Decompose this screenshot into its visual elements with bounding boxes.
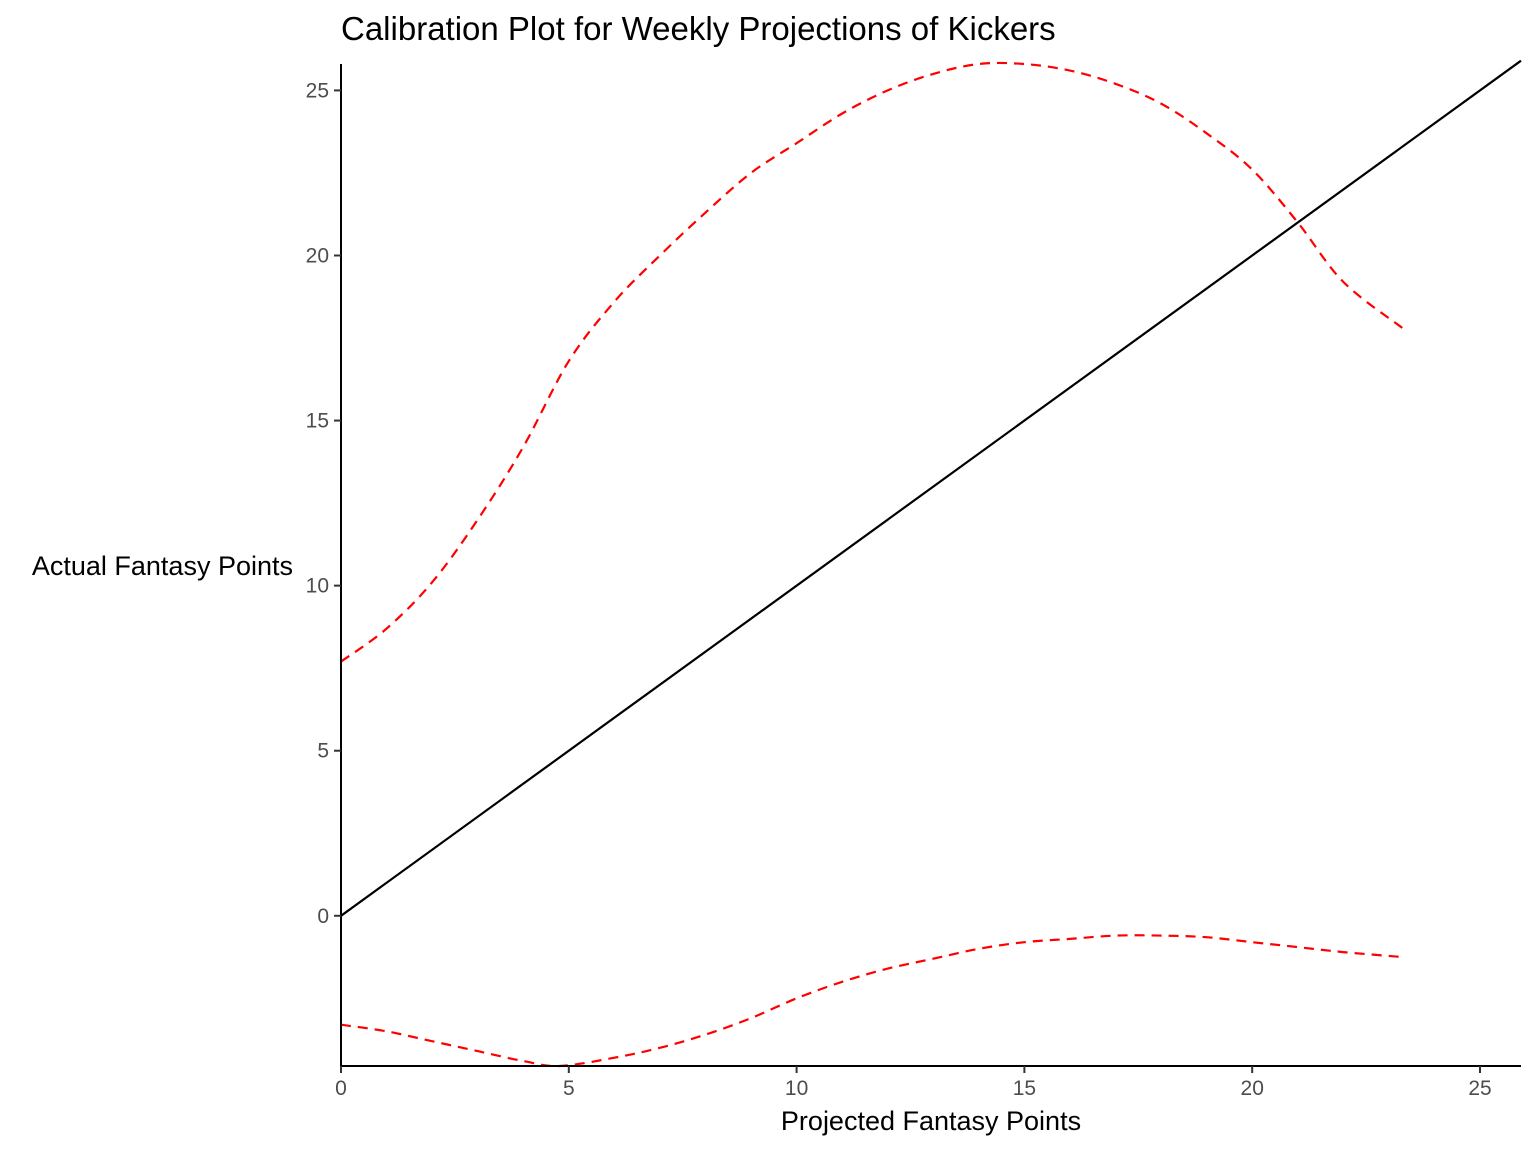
upper-bound-curve (340, 61, 1404, 663)
x-tick-label: 25 (1468, 1077, 1491, 1100)
chart-title: Calibration Plot for Weekly Projections … (341, 10, 1056, 47)
y-tick-label: 10 (306, 575, 329, 598)
x-tick-label: 5 (563, 1077, 575, 1100)
y-tick-label: 5 (317, 740, 329, 763)
y-tick-label: 15 (306, 410, 329, 433)
y-axis-ticks: 0 5 10 15 20 25 (306, 79, 341, 928)
plot-area (340, 59, 1522, 1068)
x-axis-ticks: 0 5 10 15 20 25 (335, 1066, 1492, 1100)
x-axis-title: Projected Fantasy Points (781, 1106, 1081, 1136)
y-tick-label: 20 (306, 244, 329, 267)
y-tick-label: 25 (306, 79, 329, 102)
y-axis-title: Actual Fantasy Points (32, 551, 293, 581)
reference-line (340, 59, 1522, 917)
lower-bound-curve (340, 934, 1403, 1068)
x-tick-label: 10 (785, 1077, 808, 1100)
x-tick-label: 15 (1013, 1077, 1036, 1100)
x-tick-label: 0 (335, 1077, 347, 1100)
x-tick-label: 20 (1241, 1077, 1264, 1100)
y-tick-label: 0 (317, 905, 329, 928)
